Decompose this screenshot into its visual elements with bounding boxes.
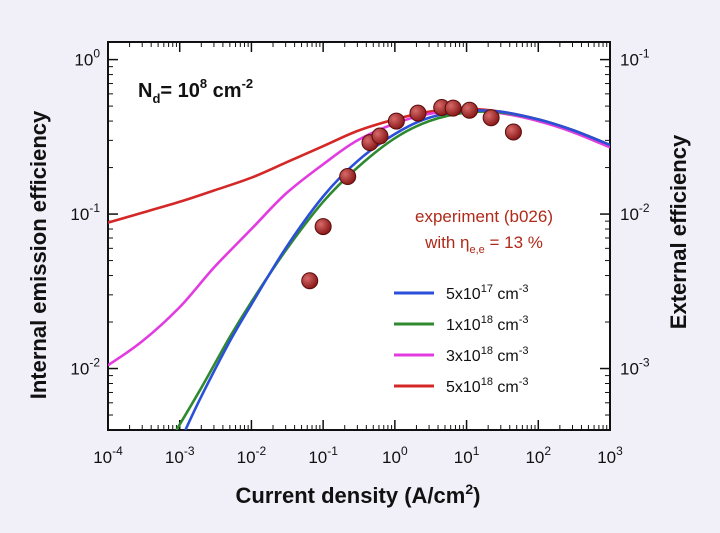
x-tick-label: 103 (597, 444, 623, 467)
series-line-2 (108, 109, 610, 367)
y-tick-label-exp: 0 (93, 47, 100, 61)
legend-entry-exp: 18 (481, 345, 493, 357)
y2-tick-label-base: 10 (620, 205, 639, 224)
y2-tick-label-base: 10 (620, 360, 639, 379)
y-tick-label: 10-2 (70, 356, 100, 379)
y2-tick-label-exp: -2 (639, 201, 650, 215)
x-tick-label-base: 10 (165, 448, 184, 467)
experiment-with-eta: with η (424, 233, 469, 252)
y2-tick-label-exp: -3 (639, 356, 650, 370)
x-tick-label-exp: 3 (616, 444, 623, 458)
x-tick-label: 10-3 (165, 444, 195, 467)
x-tick-label-exp: -2 (256, 444, 267, 458)
doping-annotation: Nd= 108 cm-2 (138, 76, 253, 106)
tick-labels: 10-4 10-3 10-2 10-1 100 101 102 10310010-110-21… (70, 47, 650, 467)
x-tick-label: 102 (525, 444, 551, 467)
experiment-eta-value: = 13 % (485, 233, 543, 252)
x-tick-label-exp: -4 (112, 444, 123, 458)
experiment-annotation-line2: with ηe,e = 13 % (424, 233, 543, 256)
series-curves (108, 107, 610, 430)
experiment-annotation-line1: experiment (b026) (415, 207, 553, 226)
legend-entry-unit-exp: -3 (519, 376, 529, 388)
x-tick-label-exp: -1 (327, 444, 338, 458)
experiment-point (301, 272, 319, 290)
x-tick-label-base: 10 (308, 448, 327, 467)
legend-entry-exp: 17 (481, 283, 493, 295)
legend-entry-2: 3x1018 cm-3 (446, 345, 529, 365)
experiment-point (444, 99, 462, 117)
nd-equals: = 10 (160, 80, 199, 102)
x-tick-label-base: 10 (597, 448, 616, 467)
x-axis-label-sup: 2 (465, 481, 473, 497)
nd-unit: cm (207, 80, 241, 102)
x-tick-label-exp: 2 (544, 444, 551, 458)
x-tick-label: 10-4 (93, 444, 123, 467)
x-tick-label-base: 10 (525, 448, 544, 467)
x-tick-label-exp: 1 (473, 444, 480, 458)
y-tick-label: 100 (74, 47, 100, 70)
legend-entry-base: 3x10 (446, 348, 481, 365)
x-axis-label-tail: ) (473, 483, 480, 508)
experiment-eta-subscript: e,e (470, 244, 485, 256)
experiment-point (504, 123, 522, 141)
y2-tick-label: 10-1 (620, 47, 650, 70)
legend-entry-unit: cm (493, 286, 519, 303)
legend-entry-unit-exp: -3 (519, 345, 529, 357)
y-tick-label-base: 10 (70, 205, 89, 224)
legend-entry-base: 5x10 (446, 286, 481, 303)
x-tick-label-base: 10 (237, 448, 256, 467)
experiment-point (482, 109, 500, 127)
nd-unit-exponent: -2 (242, 76, 254, 91)
y-axis-label: Internal emission efficiency (26, 110, 51, 399)
legend-entry-0: 5x1017 cm-3 (446, 283, 529, 303)
x-tick-label: 10-2 (237, 444, 267, 467)
y2-tick-label: 10-3 (620, 356, 650, 379)
y2-tick-label-exp: -1 (639, 47, 650, 61)
legend-entry-unit: cm (493, 348, 519, 365)
y-tick-label-base: 10 (74, 51, 93, 70)
experiment-point (409, 104, 427, 122)
legend-entry-exp: 18 (481, 314, 493, 326)
legend-entry-exp: 18 (481, 376, 493, 388)
legend-entry-base: 5x10 (446, 379, 481, 396)
axis-ticks (107, 42, 611, 431)
y-tick-label-exp: -2 (89, 356, 100, 370)
x-tick-label-exp: 0 (401, 444, 408, 458)
x-tick-label: 10-1 (308, 444, 338, 467)
x-tick-label-base: 10 (454, 448, 473, 467)
nd-subscript: d (152, 91, 160, 106)
experiment-point (387, 112, 405, 130)
experiment-points (301, 98, 522, 290)
x-tick-label: 100 (382, 444, 408, 467)
y-tick-label-base: 10 (70, 360, 89, 379)
plot-area (107, 41, 611, 431)
experiment-point (461, 101, 479, 119)
y2-tick-label-base: 10 (620, 51, 639, 70)
legend-entry-unit-exp: -3 (519, 314, 529, 326)
legend-entry-1: 1x1018 cm-3 (446, 314, 529, 334)
legend-entry-3: 5x1018 cm-3 (446, 376, 529, 396)
experiment-point (371, 127, 389, 145)
x-axis-label-main: Current density (A/cm (236, 483, 466, 508)
x-tick-label-base: 10 (382, 448, 401, 467)
y-tick-label-exp: -1 (89, 201, 100, 215)
legend-entry-base: 1x10 (446, 317, 481, 334)
y2-axis-label: External efficiency (666, 134, 691, 329)
y-tick-label: 10-1 (70, 201, 100, 224)
nd-symbol: N (138, 80, 152, 102)
x-tick-label-exp: -3 (184, 444, 195, 458)
y2-tick-label: 10-2 (620, 201, 650, 224)
nd-exponent: 8 (200, 76, 207, 91)
experiment-point (314, 218, 332, 236)
legend-entry-unit: cm (493, 379, 519, 396)
legend-entry-unit-exp: -3 (519, 283, 529, 295)
legend-entry-unit: cm (493, 317, 519, 334)
x-tick-label: 101 (454, 444, 480, 467)
experiment-point (339, 168, 357, 186)
x-axis-label: Current density (A/cm2) (236, 481, 481, 508)
x-tick-label-base: 10 (93, 448, 112, 467)
